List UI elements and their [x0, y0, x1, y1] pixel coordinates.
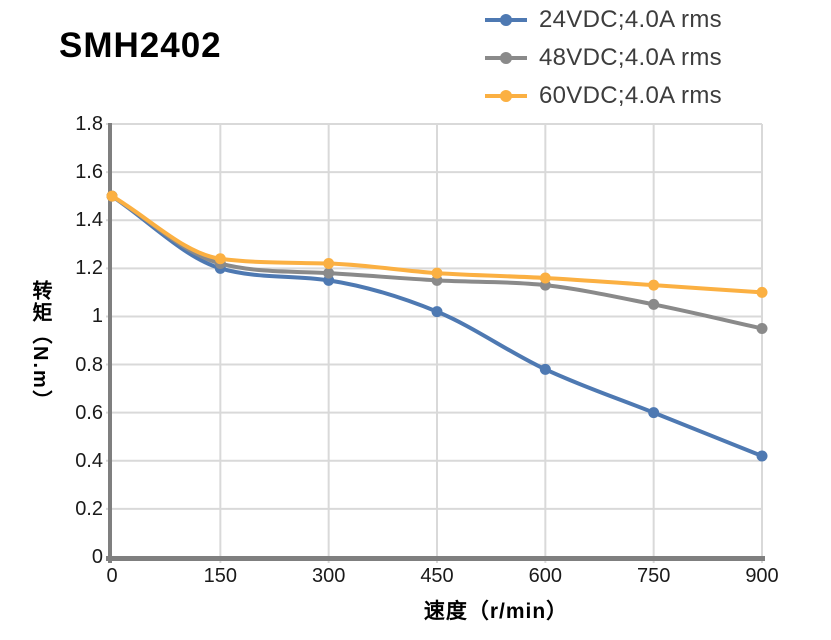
y-tick-label: 0.2 [75, 497, 103, 520]
legend-item: 48VDC;4.0A rms [484, 39, 722, 77]
data-point-marker [756, 450, 768, 462]
legend-item: 60VDC;4.0A rms [484, 77, 722, 115]
data-point-marker [431, 306, 443, 318]
x-tick-label: 300 [311, 565, 346, 587]
data-point-marker [539, 272, 551, 284]
data-point-marker [323, 258, 335, 270]
legend-label: 60VDC;4.0A rms [539, 82, 722, 109]
legend-line-marker-icon [485, 52, 527, 64]
y-tick-label: 1.4 [75, 209, 103, 232]
data-point-marker [539, 363, 551, 375]
x-tick-label: 0 [106, 565, 118, 587]
x-axis-title: 速度（r/min） [423, 600, 569, 623]
legend-line-marker-icon [485, 14, 527, 26]
data-point-marker [431, 267, 443, 279]
x-tick-label: 450 [420, 565, 454, 587]
legend-label: 48VDC;4.0A rms [539, 44, 722, 71]
y-tick-label: 0.4 [75, 449, 103, 472]
x-tick-label: 600 [528, 565, 563, 587]
data-point-marker [648, 279, 660, 291]
y-axis-title: 转矩（N.m） [29, 280, 51, 412]
data-point-marker [756, 286, 768, 298]
x-tick-label: 900 [745, 565, 779, 587]
y-tick-label: 0.6 [75, 401, 103, 424]
data-point-marker [648, 407, 660, 419]
y-tick-label: 1.8 [75, 113, 103, 135]
y-tick-label: 0 [91, 546, 103, 568]
x-tick-label: 750 [636, 565, 671, 587]
legend-label: 24VDC;4.0A rms [539, 6, 722, 33]
y-tick-label: 1.2 [75, 257, 103, 280]
x-tick-label: 150 [203, 565, 238, 587]
y-tick-label: 0.8 [75, 353, 103, 376]
legend-item: 24VDC;4.0A rms [484, 1, 722, 39]
y-tick-label: 1.6 [75, 161, 103, 184]
data-point-marker [214, 253, 226, 265]
data-point-marker [323, 267, 335, 279]
y-tick-label: 1 [91, 305, 103, 328]
data-point-marker [106, 190, 118, 202]
data-point-marker [756, 322, 768, 334]
legend: 24VDC;4.0A rms 48VDC;4.0A rms 60VDC;4.0A r… [484, 1, 722, 115]
chart-title: SMH2402 [59, 26, 222, 65]
legend-line-marker-icon [485, 90, 527, 102]
data-point-marker [648, 298, 660, 310]
